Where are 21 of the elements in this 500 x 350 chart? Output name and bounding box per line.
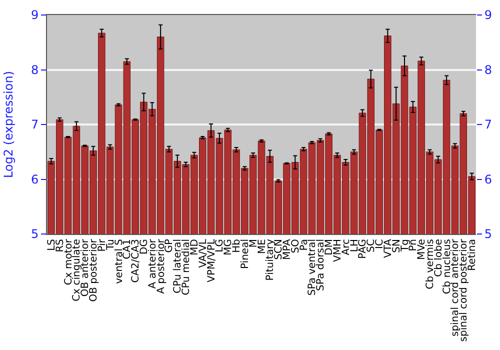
x-tick-label: Retina — [467, 239, 478, 271]
y-tick-label: 5 — [30, 227, 39, 242]
y-tick-label: 6 — [30, 172, 39, 186]
y-tick-label: 8 — [30, 62, 39, 77]
y-tick-label: 9 — [30, 8, 39, 22]
x-tick-label: Tg — [400, 239, 411, 252]
y2-tick-label: 6 — [484, 172, 492, 186]
x-tick-label: Pituitary — [265, 238, 276, 281]
y-tick-label: 7 — [30, 118, 39, 132]
x-tick-label: DG — [138, 239, 150, 254]
y2-tick-label: 9 — [484, 8, 492, 22]
x-tick-label: OB posterior — [88, 238, 100, 302]
y2-tick-label: 8 — [484, 62, 492, 77]
y2-tick-label: 5 — [484, 227, 492, 242]
x-tick-label: RS — [54, 239, 66, 252]
x-tick-label: spinal cord posterior — [458, 238, 470, 342]
x-tick-label: Cb lobe — [433, 239, 444, 277]
x-tick-label: A posterior — [156, 238, 167, 294]
x-tick-label: ME — [256, 239, 268, 254]
y2-tick-label: 7 — [484, 118, 492, 132]
y-axis-title: Log2 (expression) — [1, 71, 16, 178]
